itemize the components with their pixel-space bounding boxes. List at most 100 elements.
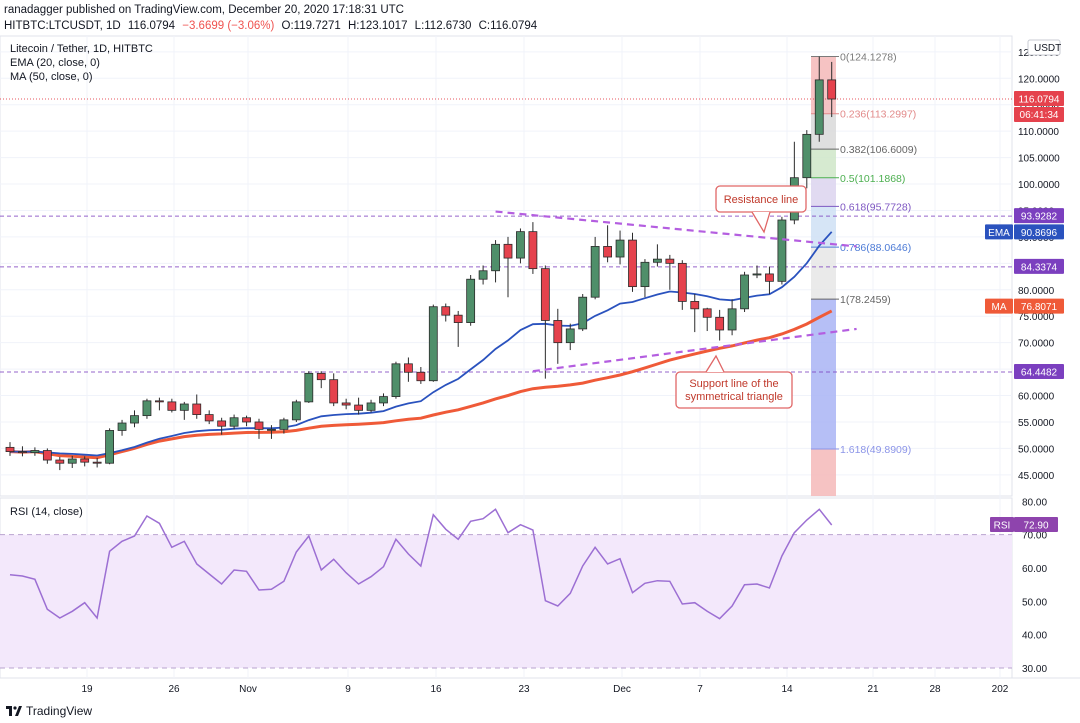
price-tick-label: 100.0000 [1018,180,1060,191]
candle [42,448,52,464]
candle-body [217,420,227,427]
candle [130,410,139,428]
chart-header: ranadagger published on TradingView.com,… [0,0,1080,36]
candle-body [491,243,500,272]
rsi-name-badge [990,517,1014,532]
publisher-info: ranadagger published on TradingView.com,… [4,4,404,16]
candle-body [18,451,27,454]
candle [142,398,152,419]
support-callout-text: Support line of the [689,378,778,390]
candle-body [702,308,712,318]
time-tick-label: 9 [345,684,351,695]
rsi-polyline [9,508,833,620]
candle [590,236,600,300]
candle [254,418,264,439]
candle-body [765,273,774,282]
annotations: Resistance line Support line of thesymmet… [675,185,807,409]
candle-body [204,414,214,422]
candle-body [615,239,625,258]
candle-body [55,459,65,464]
rsi-tick-label: 80.00 [1022,497,1047,508]
candle [827,61,837,118]
candle [802,130,812,189]
candle-body [403,363,413,373]
candle-body [752,273,762,276]
candle [105,428,114,465]
candle [267,425,276,439]
brand-name: TradingView [26,704,93,718]
candle-body [316,372,326,381]
candle [528,222,538,274]
candle-body [653,258,662,263]
candle-body [578,296,588,330]
rsi-band [0,534,1012,668]
fib-level-label: 0.236(113.2997) [840,109,916,121]
trend-lines [495,210,857,373]
support-callout-text-2: symmetrical triangle [685,391,783,403]
price-tick-label: 50.0000 [1018,444,1055,455]
fib-level-label: 0.5(101.1868) [840,173,905,185]
candle [603,225,612,263]
candle-body [503,243,513,259]
resistance-callout-pointer [751,211,771,234]
candle [229,414,239,430]
fib-level-label: 0.786(88.0646) [840,242,911,254]
candle-body [329,379,339,404]
fib-level-label: 0(124.1278) [840,51,897,63]
currency-label: USDT [1034,43,1061,54]
tradingview-logo-icon [6,706,22,716]
price-tick-label: 105.0000 [1018,154,1060,165]
time-tick-label: 23 [518,684,530,695]
candle [416,366,426,384]
support-callout-box [675,371,793,409]
rsi-value-badge [1014,517,1058,532]
fib-zone [811,149,836,178]
overlay-name-badge [985,298,1013,314]
candle-body [727,308,737,331]
price-tick-label: 45.0000 [1018,471,1055,482]
time-tick-label: Nov [239,684,257,695]
candle [279,417,289,434]
candle [117,419,127,436]
price-line-badge [1014,208,1064,224]
candle [92,457,102,468]
candle-body [553,320,563,344]
candle [503,236,513,298]
candle-body [5,446,15,452]
candle-body [640,261,650,288]
candle [428,304,438,382]
candle [690,294,700,333]
price-axis: 45.000050.000055.000060.000065.000070.00… [985,39,1064,675]
overlay-value-badge [1014,224,1064,240]
candle-body [42,450,52,461]
candle-body [628,239,637,288]
candles [5,56,837,471]
time-tick-label: 26 [168,684,180,695]
ma-legend: MA (50, close, 0) [10,71,93,83]
candle [304,371,314,403]
candle-body [354,404,364,411]
candle [478,265,488,285]
candle [204,410,214,425]
candle-body [242,417,251,423]
candle-body [740,274,749,310]
price-tick-label: 70.0000 [1018,339,1055,350]
candle [391,361,401,399]
candle-body [142,400,152,417]
candle [329,373,339,407]
candle [18,446,27,457]
candle [491,240,500,283]
price-tick-label: 75.0000 [1018,312,1055,323]
candle [677,260,687,310]
price-line-value: 93.9282 [1021,212,1058,223]
candle-body [827,79,837,100]
time-tick-label: 21 [867,684,879,695]
footer: TradingView [6,704,92,718]
candle [154,397,164,411]
candle [540,265,550,379]
candle-body [814,79,824,135]
candle-body [366,402,376,411]
candle [628,232,637,292]
rsi-tick-label: 70.00 [1022,531,1047,542]
